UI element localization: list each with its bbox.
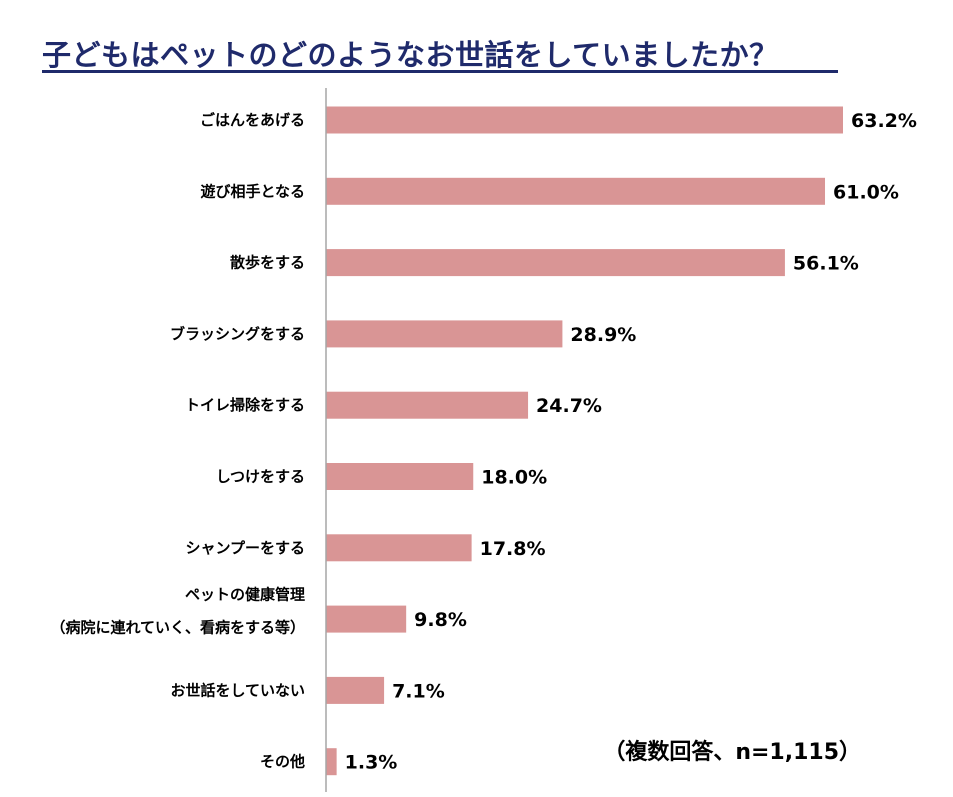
category-label-6: シャンプーをする <box>185 539 305 557</box>
category-label-7-line-1: （病院に連れていく、看病をする等） <box>50 619 305 637</box>
bar-6 <box>326 534 472 562</box>
chart-title: 子どもはペットのどのようなお世話をしていましたか？ <box>42 38 779 72</box>
value-label-6: 17.8% <box>480 538 546 560</box>
category-label-5: しつけをする <box>216 468 305 486</box>
value-label-0: 63.2% <box>851 110 917 132</box>
title-underline <box>42 70 838 73</box>
category-label-3: ブラッシングをする <box>170 325 305 343</box>
value-label-3: 28.9% <box>570 324 636 346</box>
value-label-9: 1.3% <box>345 752 398 774</box>
category-label-2: 散歩をする <box>230 254 305 272</box>
category-label-0: ごはんをあげる <box>200 111 305 129</box>
category-label-9: その他 <box>260 753 305 771</box>
bar-2 <box>326 249 785 277</box>
response-note: （複数回答、n=1,115） <box>603 740 861 765</box>
bar-0 <box>326 106 843 134</box>
category-label-7-line-0: ペットの健康管理 <box>185 586 305 604</box>
bar-8 <box>326 676 385 704</box>
bar-1 <box>326 177 826 205</box>
value-label-4: 24.7% <box>536 395 602 417</box>
category-label-1: 遊び相手となる <box>200 182 305 200</box>
value-label-1: 61.0% <box>833 181 899 203</box>
bar-5 <box>326 463 474 490</box>
category-label-8: お世話をしていない <box>170 681 305 699</box>
bar-4 <box>326 391 529 419</box>
bars-layer <box>326 106 843 776</box>
value-label-2: 56.1% <box>793 253 859 275</box>
value-label-5: 18.0% <box>481 467 547 489</box>
bar-7 <box>326 605 407 633</box>
category-label-4: トイレ掃除をする <box>185 396 305 414</box>
labels-layer: 63.2% ごはんをあげる 61.0% 遊び相手となる 56.1% 散歩をする 28.9% ブ… <box>50 110 916 774</box>
bar-9 <box>326 748 337 776</box>
value-label-7: 9.8% <box>414 609 467 631</box>
bar-3 <box>326 320 563 348</box>
value-label-8: 7.1% <box>392 680 445 702</box>
